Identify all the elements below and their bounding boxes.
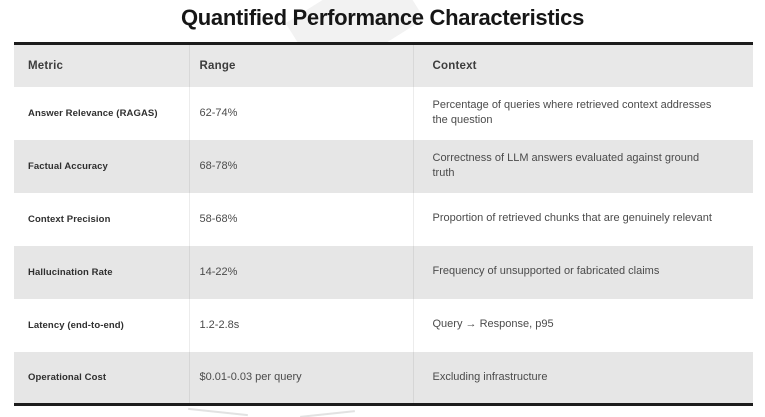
table-row: Factual Accuracy 68-78% Correctness of L… <box>14 139 753 193</box>
range-cell: 68-78% <box>188 139 413 193</box>
range-cell: $0.01-0.03 per query <box>188 351 413 405</box>
range-cell: 14-22% <box>188 245 413 299</box>
table-header-row: Metric Range Context <box>14 43 753 87</box>
context-cell: Excluding infrastructure <box>412 351 753 405</box>
table-row: Latency (end-to-end) 1.2-2.8s Query → Re… <box>14 298 753 352</box>
column-header-range: Range <box>188 43 413 87</box>
context-cell: Correctness of LLM answers evaluated aga… <box>412 139 753 193</box>
background-watermark-line <box>300 410 355 417</box>
metric-cell: Factual Accuracy <box>28 160 108 172</box>
table-row: Hallucination Rate 14-22% Frequency of u… <box>14 245 753 299</box>
table-row: Answer Relevance (RAGAS) 62-74% Percenta… <box>14 86 753 140</box>
column-header-metric: Metric <box>28 59 64 72</box>
context-cell: Query → Response, p95 <box>412 298 753 352</box>
metric-cell: Operational Cost <box>28 371 107 383</box>
column-header-context: Context <box>412 43 753 87</box>
page-title: Quantified Performance Characteristics <box>180 5 585 30</box>
performance-table: Metric Range Context Answer Relevance (R… <box>14 42 753 406</box>
range-cell: 58-68% <box>188 192 413 246</box>
context-cell: Frequency of unsupported or fabricated c… <box>412 245 753 299</box>
metric-cell: Hallucination Rate <box>28 266 113 278</box>
metric-cell: Context Precision <box>28 213 111 225</box>
background-watermark-line <box>188 407 248 417</box>
context-cell: Proportion of retrieved chunks that are … <box>412 192 753 246</box>
context-cell: Percentage of queries where retrieved co… <box>412 86 753 140</box>
metric-cell: Latency (end-to-end) <box>28 319 124 331</box>
table-row: Context Precision 58-68% Proportion of r… <box>14 192 753 246</box>
table-row: Operational Cost $0.01-0.03 per query Ex… <box>14 351 753 405</box>
metric-cell: Answer Relevance (RAGAS) <box>28 107 158 119</box>
range-cell: 1.2-2.8s <box>188 298 413 352</box>
range-cell: 62-74% <box>188 86 413 140</box>
